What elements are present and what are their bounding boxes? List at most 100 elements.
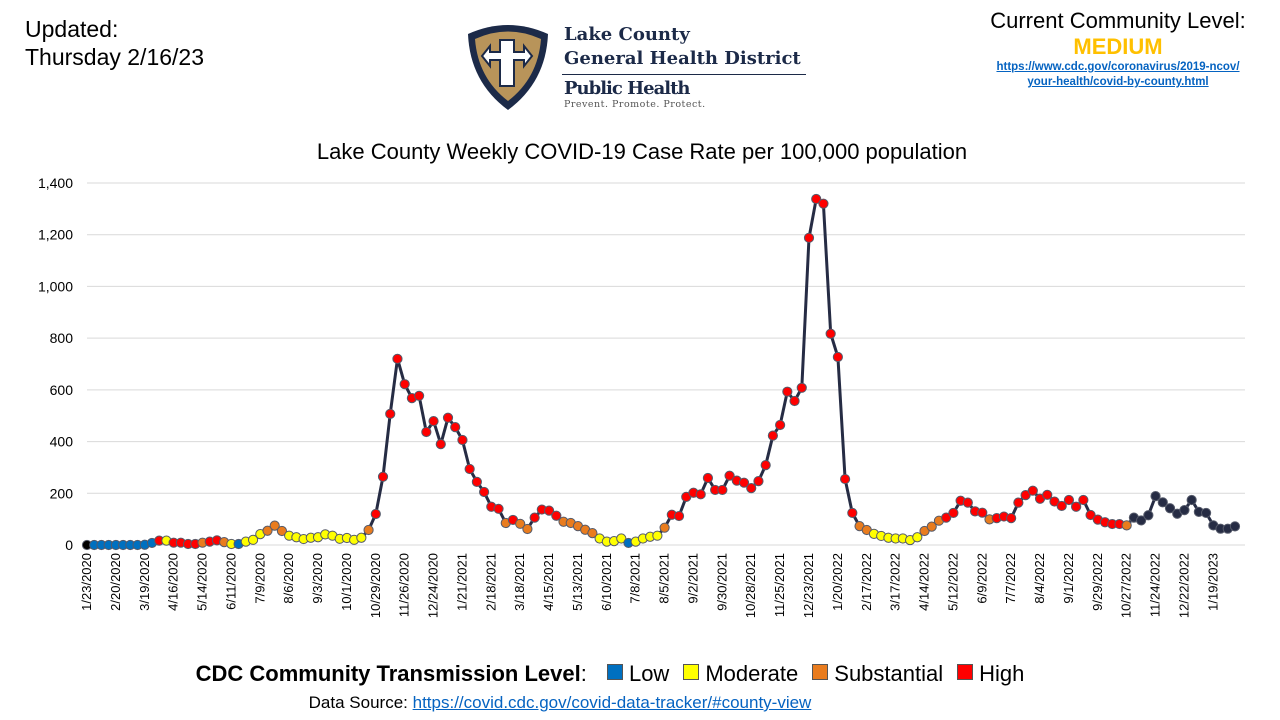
data-point [363, 524, 374, 536]
data-point [1071, 501, 1082, 512]
x-tick-label: 3/17/2022 [888, 553, 903, 611]
data-point [428, 416, 439, 427]
data-point [529, 512, 540, 523]
legend-colon: : [580, 661, 587, 686]
x-tick-label: 10/27/2022 [1119, 553, 1134, 618]
data-point [269, 520, 280, 531]
x-tick-label: 11/26/2020 [397, 553, 412, 617]
x-tick-label: 9/2/2021 [685, 553, 700, 604]
data-point [1006, 513, 1017, 524]
legend-title: CDC Community Transmission Level [195, 661, 581, 686]
x-tick-label: 2/17/2022 [859, 553, 874, 611]
x-tick-label: 4/15/2021 [541, 553, 556, 611]
data-point [479, 486, 490, 498]
data-point [919, 525, 930, 537]
x-tick-label: 8/5/2021 [657, 553, 672, 604]
data-point [977, 507, 988, 518]
x-tick-label: 6/10/2021 [599, 553, 614, 611]
data-point [1042, 489, 1053, 500]
x-tick-label: 8/4/2022 [1032, 553, 1047, 604]
shield-logo-icon [468, 25, 548, 110]
data-point [370, 508, 381, 520]
legend-label-low: Low [628, 661, 670, 686]
x-tick-label: 7/9/2020 [252, 553, 267, 604]
x-tick-label: 2/18/2021 [483, 553, 498, 611]
data-point [493, 503, 504, 514]
data-point [847, 507, 858, 519]
data-point [840, 473, 851, 485]
data-point [702, 472, 714, 484]
data-point [753, 476, 764, 487]
data-point [1121, 520, 1132, 531]
y-tick-label: 600 [50, 382, 74, 398]
data-point [659, 522, 670, 533]
legend-swatch-low [606, 664, 623, 680]
x-tick-label: 5/14/2020 [195, 553, 210, 611]
data-point [551, 510, 562, 521]
data-points [81, 193, 1241, 551]
legend-swatch-moderate [683, 664, 700, 680]
cdc-county-link[interactable]: https://www.cdc.gov/coronavirus/2019-nco… [968, 60, 1268, 90]
data-point [450, 421, 461, 433]
data-point [767, 430, 779, 441]
data-point [717, 484, 728, 496]
x-tick-label: 2/20/2020 [108, 553, 123, 611]
x-tick-label: 12/24/2020 [426, 553, 441, 618]
data-point [760, 460, 771, 471]
data-point [775, 419, 786, 431]
data-point [1164, 503, 1176, 514]
data-point [1143, 510, 1154, 521]
x-tick-label: 1/20/2022 [830, 553, 845, 611]
data-point [1150, 491, 1161, 502]
y-tick-label: 800 [50, 330, 74, 346]
x-tick-label: 10/28/2021 [743, 553, 758, 618]
data-point [695, 489, 706, 500]
x-tick-label: 12/23/2021 [801, 553, 816, 618]
data-point [262, 525, 273, 536]
x-tick-label: 10/29/2020 [368, 553, 383, 618]
x-tick-label: 8/6/2020 [281, 553, 296, 604]
health-district-logo: Lake County General Health District Publ… [460, 20, 810, 112]
data-point [912, 532, 923, 543]
x-tick-label: 3/18/2021 [512, 553, 527, 611]
data-point [247, 534, 259, 545]
legend-swatch-substantial [812, 664, 829, 680]
data-source-link[interactable]: https://covid.cdc.gov/covid-data-tracker… [412, 693, 812, 712]
data-point [276, 525, 288, 537]
community-level-value: MEDIUM [1073, 34, 1163, 59]
data-point [782, 386, 793, 397]
x-tick-label: 7/7/2022 [1003, 553, 1018, 604]
community-level-block: Current Community Level: MEDIUM https://… [968, 8, 1268, 90]
gridlines [87, 182, 1245, 546]
data-point [435, 439, 446, 450]
data-point [1027, 485, 1038, 496]
logo-divider [562, 74, 806, 75]
data-point [825, 328, 836, 339]
x-tick-label: 3/19/2020 [137, 553, 152, 611]
data-point [457, 434, 468, 446]
y-tick-label: 400 [50, 434, 74, 450]
data-point [738, 477, 750, 488]
data-point [356, 532, 367, 543]
data-point [442, 412, 454, 423]
data-point [746, 483, 757, 494]
data-source-label: Data Source: [308, 693, 413, 712]
x-tick-label: 1/21/2021 [454, 553, 469, 611]
y-tick-label: 1,000 [38, 278, 73, 294]
data-point [941, 512, 952, 523]
x-tick-label: 9/1/2022 [1061, 553, 1076, 604]
data-point [1179, 504, 1190, 516]
cdc-link-line-1: https://www.cdc.gov/coronavirus/2019-nco… [996, 61, 1240, 73]
data-point [948, 507, 959, 519]
data-point [1063, 494, 1075, 506]
data-point [811, 193, 822, 205]
x-tick-label: 1/19/2023 [1205, 553, 1220, 611]
data-point [1157, 497, 1168, 508]
data-point [616, 533, 627, 544]
logo-line-2: General Health District [564, 48, 801, 69]
data-point [962, 497, 973, 508]
x-tick-label: 1/23/2020 [79, 553, 94, 611]
data-point [673, 510, 685, 522]
x-tick-label: 5/13/2021 [570, 553, 585, 611]
